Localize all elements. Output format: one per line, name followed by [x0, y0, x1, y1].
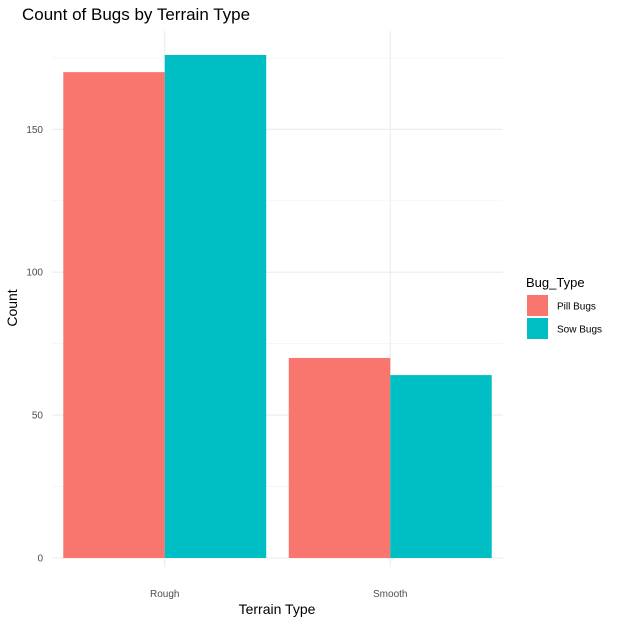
y-tick-label: 0: [37, 554, 43, 565]
bar-pill-bugs-smooth: [288, 357, 391, 558]
legend-label: Pill Bugs: [557, 302, 596, 313]
y-axis-ticks: 0 50 100 150: [26, 125, 43, 565]
legend-key: [527, 295, 548, 316]
y-tick-label: 50: [32, 411, 44, 422]
legend-title: Bug_Type: [526, 275, 585, 290]
legend-key: [527, 318, 548, 339]
x-axis-ticks: Rough Smooth: [150, 589, 407, 600]
x-tick-label: Rough: [150, 589, 179, 600]
y-tick-label: 150: [26, 125, 43, 136]
bars: [63, 54, 492, 558]
y-axis-title: Count: [4, 289, 20, 326]
legend: Bug_Type Pill Bugs Sow Bugs: [526, 275, 602, 339]
x-axis-title: Terrain Type: [239, 601, 316, 617]
chart-title: Count of Bugs by Terrain Type: [22, 5, 250, 24]
legend-label: Sow Bugs: [557, 325, 602, 336]
bar-sow-bugs-rough: [164, 54, 267, 558]
bar-pill-bugs-rough: [63, 72, 165, 558]
x-tick-label: Smooth: [373, 589, 407, 600]
legend-items: Pill Bugs Sow Bugs: [527, 295, 602, 339]
bar-sow-bugs-smooth: [390, 375, 492, 558]
y-tick-label: 100: [26, 268, 43, 279]
